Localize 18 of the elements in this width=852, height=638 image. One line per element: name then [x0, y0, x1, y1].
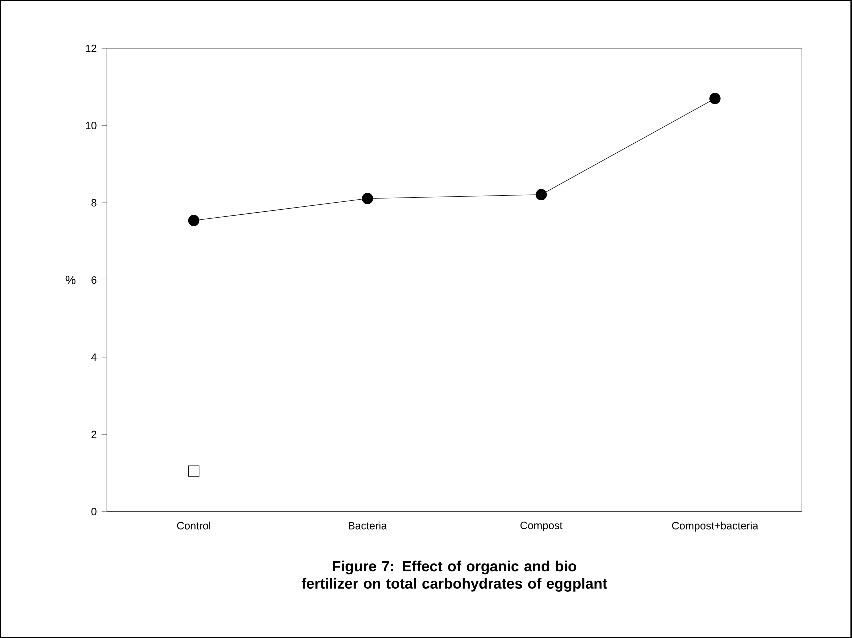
y-tick-label: 0 [92, 508, 97, 516]
y-tick-label: 10 [86, 122, 97, 130]
point [188, 215, 200, 226]
x-tick-label: Control [177, 522, 210, 530]
point [536, 189, 548, 200]
x-tick-label: Bacteria [349, 522, 388, 530]
x-tick-label: Compost+bacteria [672, 522, 759, 532]
y-axis-title: % [66, 276, 76, 284]
point [188, 466, 200, 477]
point [710, 93, 721, 104]
y-tick-label: 4 [91, 354, 97, 361]
y-tick-label: 2 [92, 430, 97, 438]
point [362, 193, 374, 204]
text: Figure 7: Effect of organic and bio fertilizer on total carbohydrates of eggplant [302, 560, 608, 592]
y-tick-label: 6 [92, 276, 97, 284]
x-tick-label: Compost [520, 522, 563, 532]
y-tick-label: 8 [92, 199, 97, 207]
y-tick-label: 12 [86, 44, 97, 52]
